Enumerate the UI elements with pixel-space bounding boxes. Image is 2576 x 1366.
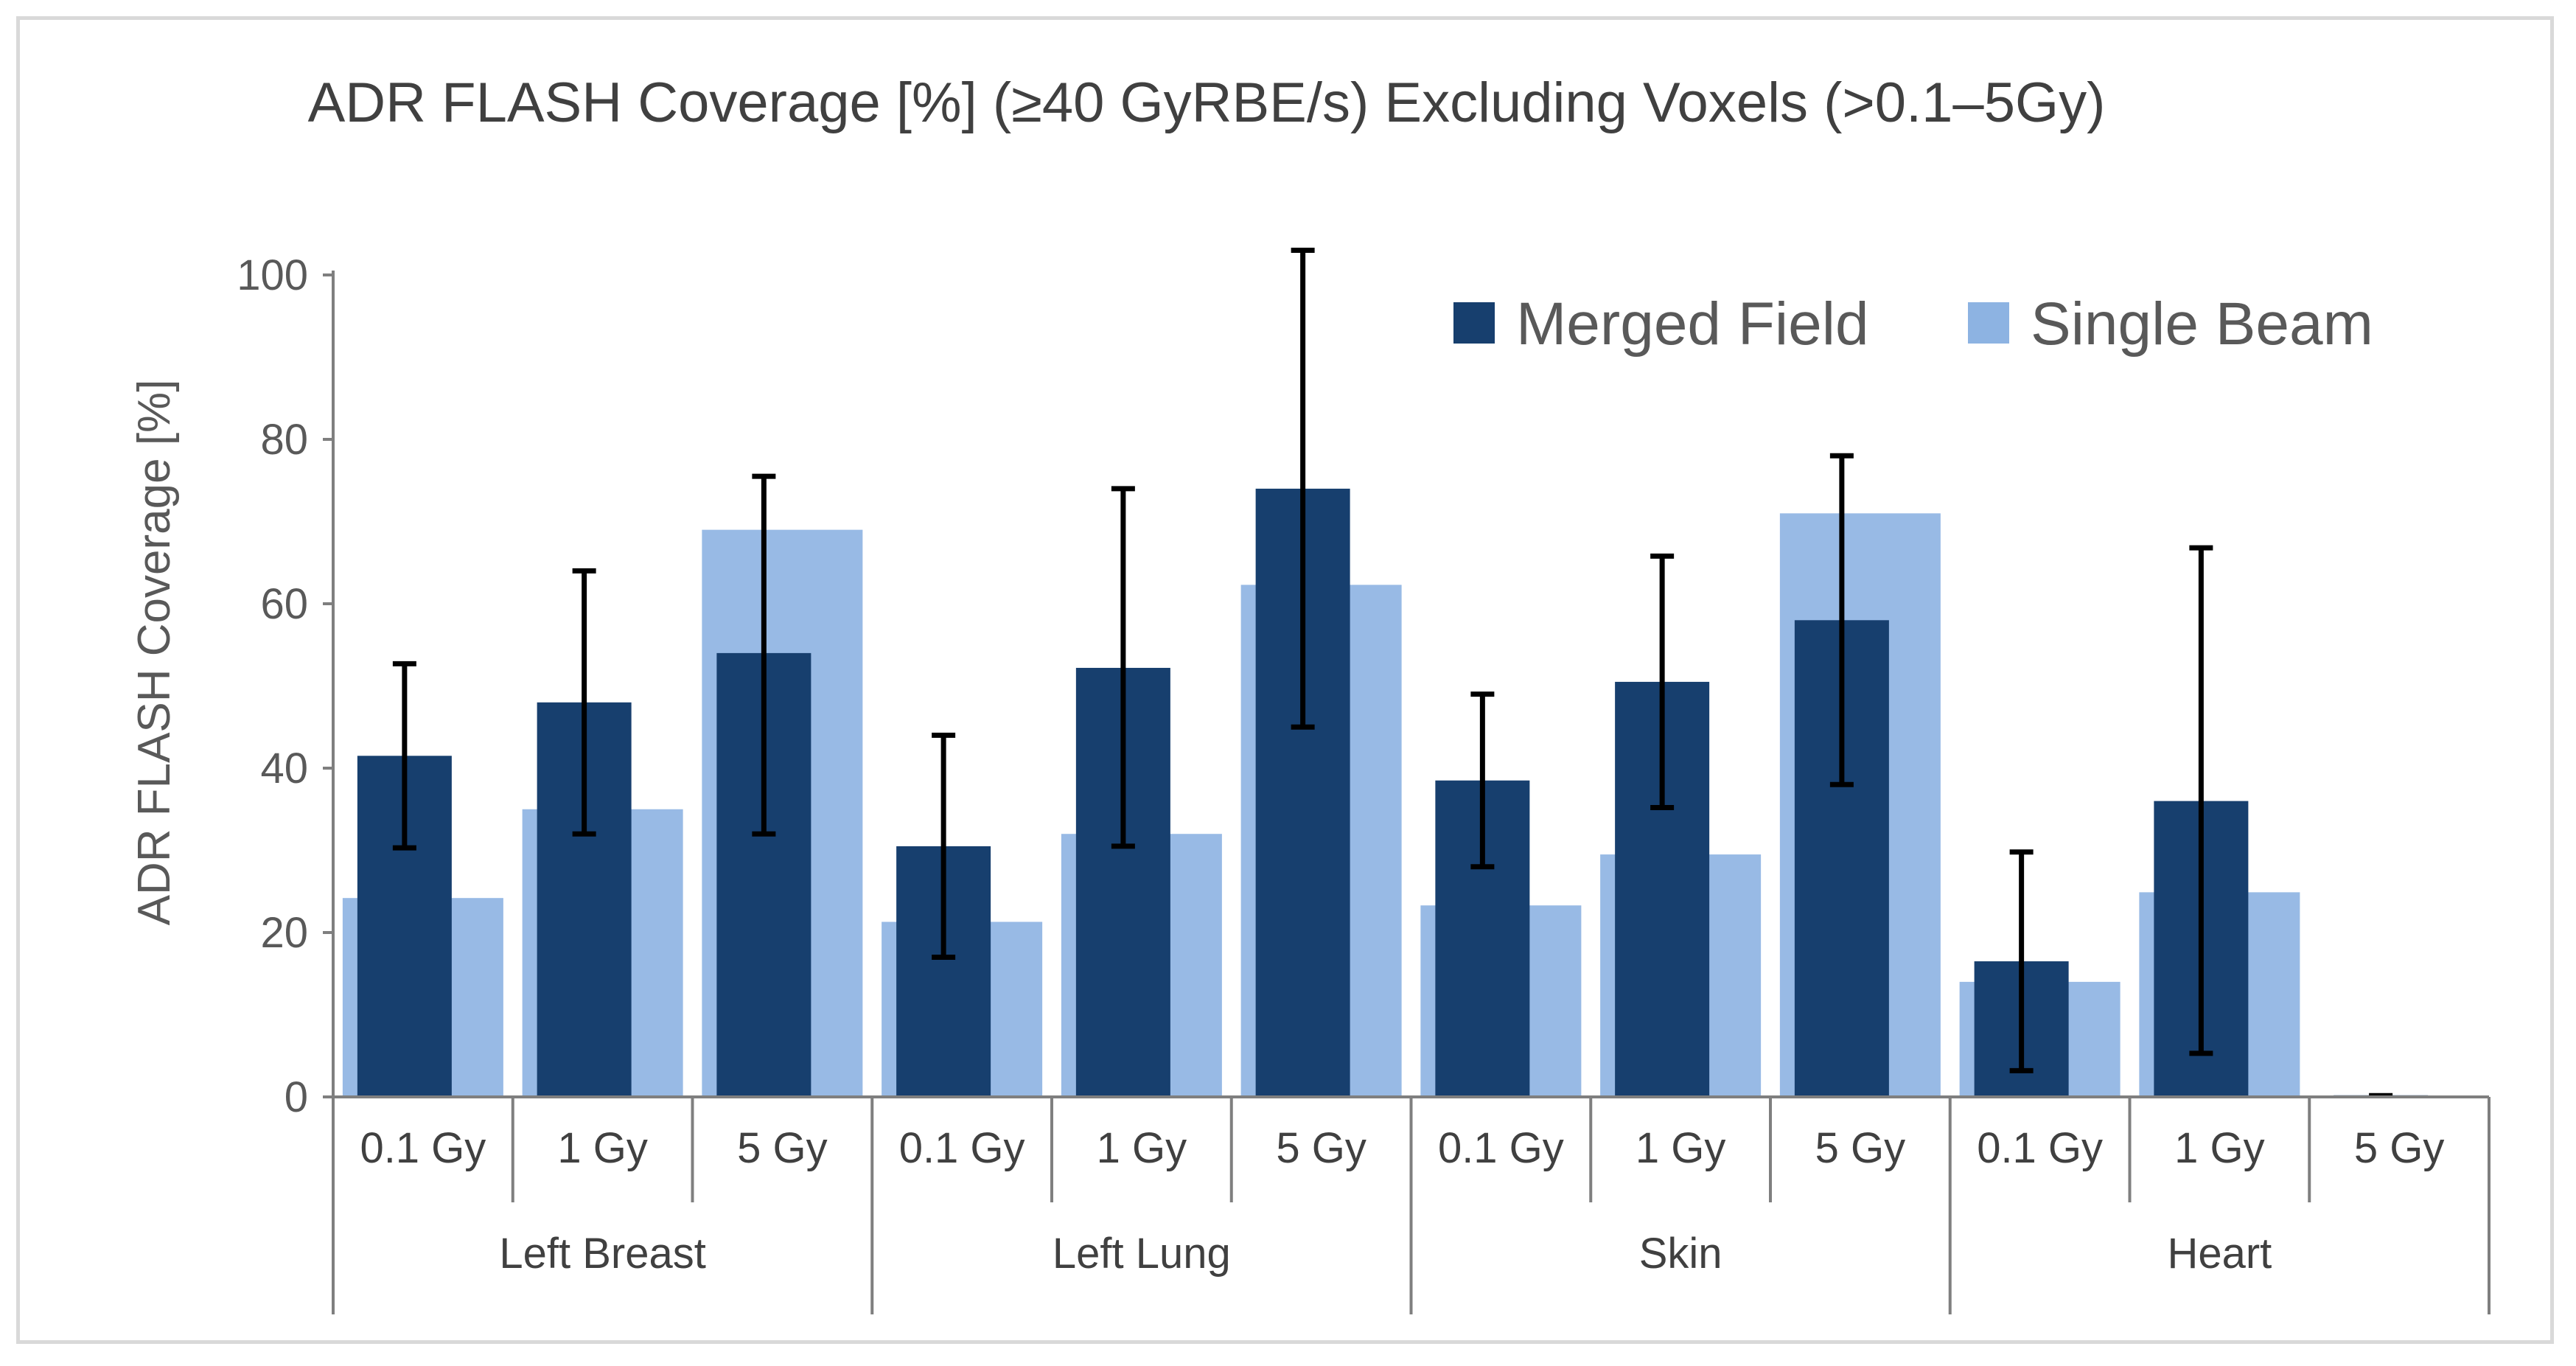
- y-axis-label: ADR FLASH Coverage [%]: [129, 380, 180, 926]
- y-tick-label: 100: [237, 251, 308, 299]
- group-label: Left Breast: [499, 1230, 705, 1278]
- chart-frame: ADR FLASH Coverage [%] (≥40 GyRBE/s) Exc…: [16, 16, 2554, 1344]
- category-label: 1 Gy: [2174, 1124, 2265, 1172]
- legend-label-merged-field: Merged Field: [1516, 290, 1869, 358]
- category-label: 5 Gy: [1815, 1124, 1906, 1172]
- axes: [332, 271, 2491, 1314]
- error-bars: [392, 248, 2393, 1098]
- category-label: 5 Gy: [2354, 1124, 2445, 1172]
- y-tick-label: 20: [260, 909, 308, 957]
- y-tick-label: 80: [260, 416, 308, 464]
- group-label: Left Lung: [1053, 1230, 1231, 1278]
- legend-swatch-merged-field: [1453, 302, 1495, 344]
- x-axis-labels: 0.1 Gy 1 Gy 5 Gy 0.1 Gy 1 Gy 5 Gy 0.1 Gy 1 Gy 5 …: [360, 1124, 2444, 1278]
- category-label: 1 Gy: [1636, 1124, 1726, 1172]
- category-label: 0.1 Gy: [360, 1124, 486, 1172]
- y-tick-label: 60: [260, 580, 308, 628]
- category-label: 5 Gy: [1276, 1124, 1366, 1172]
- bar-chart: ADR FLASH Coverage [%] (≥40 GyRBE/s) Exc…: [129, 72, 2491, 1314]
- category-label: 0.1 Gy: [899, 1124, 1025, 1172]
- category-label: 0.1 Gy: [1438, 1124, 1564, 1172]
- y-tick-label: 0: [285, 1073, 308, 1121]
- y-axis-ticks: 0 20 40 60 80 100: [237, 251, 333, 1121]
- legend-label-single-beam: Single Beam: [2031, 290, 2373, 358]
- group-label: Heart: [2167, 1230, 2272, 1278]
- y-tick-label: 40: [260, 745, 308, 792]
- category-label: 1 Gy: [1097, 1124, 1187, 1172]
- category-label: 1 Gy: [557, 1124, 648, 1172]
- legend: Merged Field Single Beam: [1453, 290, 2373, 358]
- category-label: 5 Gy: [737, 1124, 828, 1172]
- category-label: 0.1 Gy: [1977, 1124, 2103, 1172]
- legend-swatch-single-beam: [1968, 302, 2009, 344]
- group-label: Skin: [1639, 1230, 1722, 1278]
- chart-title: ADR FLASH Coverage [%] (≥40 GyRBE/s) Exc…: [308, 72, 2106, 134]
